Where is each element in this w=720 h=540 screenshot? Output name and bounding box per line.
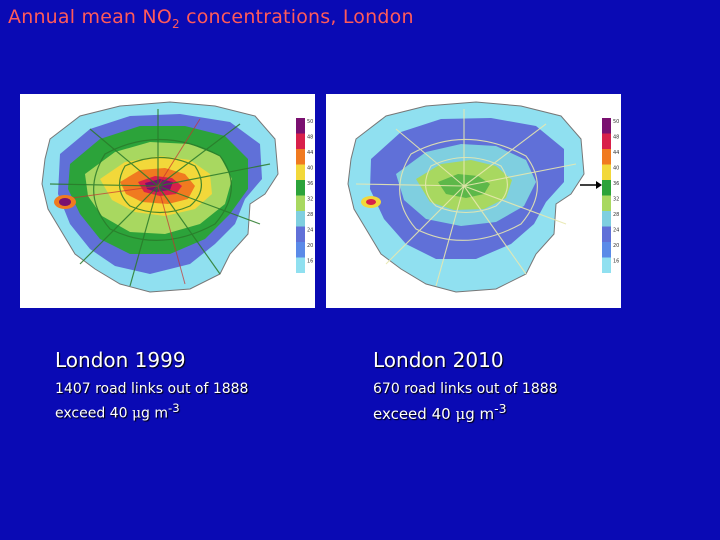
caption-london-2010: London 2010 670 road links out of 1888 e… <box>373 348 558 424</box>
legend-swatch <box>296 180 305 196</box>
exceedance-count: 670 road links out of 1888 <box>373 381 558 397</box>
legend-swatch <box>296 133 305 149</box>
legend-tick-label: 44 <box>613 150 619 156</box>
legend-tick-label: 48 <box>307 135 313 141</box>
legend-tick-label: 24 <box>613 228 619 234</box>
legend-tick-label: 28 <box>613 212 619 218</box>
legend-tick-label: 28 <box>307 212 313 218</box>
legend-tick-label: 20 <box>307 243 313 249</box>
arrow-right-icon <box>580 181 602 189</box>
map-london-2010: 50 48 44 40 36 32 28 24 20 16 <box>326 94 621 308</box>
legend-tick-label: 40 <box>307 166 313 172</box>
legend-swatch <box>296 118 305 134</box>
slide-title: Annual mean NO2 concentrations, London <box>8 6 414 31</box>
legend-swatch <box>602 195 611 211</box>
exceedance-threshold: exceed 40 μg m-3 <box>55 401 180 422</box>
legend-swatch <box>602 226 611 242</box>
legend-tick-label: 44 <box>307 150 313 156</box>
exceedance-threshold: exceed 40 μg m-3 <box>373 401 507 423</box>
legend-swatch <box>602 118 611 134</box>
legend-tick-label: 20 <box>613 243 619 249</box>
london-1999-concentration-map: 50 48 44 40 36 32 28 24 20 16 <box>41 101 313 293</box>
legend-swatch <box>296 149 305 165</box>
legend-tick-label: 48 <box>613 135 619 141</box>
exceedance-count: 1407 road links out of 1888 <box>55 381 249 397</box>
legend-swatch <box>296 242 305 258</box>
legend-tick-label: 36 <box>613 181 619 187</box>
map-london-1999: 50 48 44 40 36 32 28 24 20 16 <box>20 94 315 308</box>
legend-tick-label: 16 <box>613 259 619 265</box>
legend-tick-label: 24 <box>307 228 313 234</box>
legend-swatch <box>296 195 305 211</box>
legend-swatch <box>602 164 611 180</box>
legend-swatch <box>602 211 611 227</box>
legend-swatch <box>602 133 611 149</box>
legend-tick-label: 32 <box>307 197 313 203</box>
caption-london-1999: London 1999 1407 road links out of 1888 … <box>55 348 248 424</box>
map-label: London 1999 <box>55 348 186 372</box>
legend-swatch <box>602 149 611 165</box>
legend-swatch <box>602 242 611 258</box>
map-label: London 2010 <box>373 348 504 372</box>
legend-tick-label: 36 <box>307 181 313 187</box>
legend-tick-label: 50 <box>307 119 313 125</box>
legend-tick-label: 16 <box>307 259 313 265</box>
legend-swatch <box>602 257 611 273</box>
london-2010-concentration-map: 50 48 44 40 36 32 28 24 20 16 <box>347 101 619 293</box>
legend-swatch <box>296 164 305 180</box>
legend-2010: 50 48 44 40 36 32 28 24 20 16 <box>602 118 619 273</box>
legend-swatch <box>296 211 305 227</box>
legend-tick-label: 50 <box>613 119 619 125</box>
legend-swatch <box>602 180 611 196</box>
legend-tick-label: 40 <box>613 166 619 172</box>
legend-swatch <box>296 226 305 242</box>
legend-swatch <box>296 257 305 273</box>
legend-tick-label: 32 <box>613 197 619 203</box>
legend-1999: 50 48 44 40 36 32 28 24 20 16 <box>296 118 313 273</box>
